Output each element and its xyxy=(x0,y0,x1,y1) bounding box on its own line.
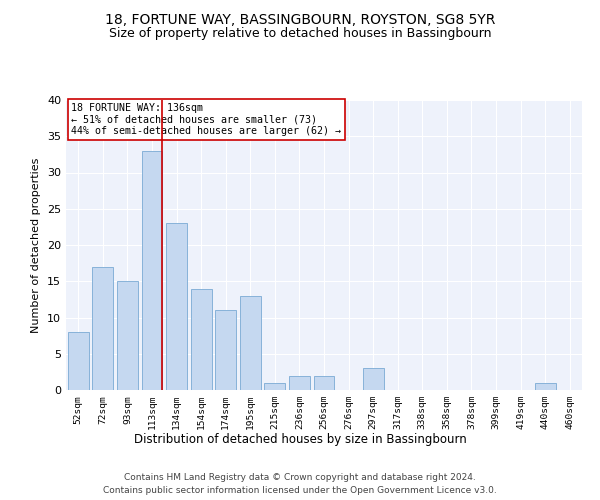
Bar xyxy=(314,376,334,390)
Bar xyxy=(166,223,187,390)
Bar xyxy=(535,383,556,390)
Text: Size of property relative to detached houses in Bassingbourn: Size of property relative to detached ho… xyxy=(109,28,491,40)
Text: Contains public sector information licensed under the Open Government Licence v3: Contains public sector information licen… xyxy=(103,486,497,495)
Bar xyxy=(362,368,383,390)
Bar xyxy=(215,310,236,390)
Bar xyxy=(265,383,286,390)
Bar xyxy=(142,151,163,390)
Bar xyxy=(92,267,113,390)
Text: 18, FORTUNE WAY, BASSINGBOURN, ROYSTON, SG8 5YR: 18, FORTUNE WAY, BASSINGBOURN, ROYSTON, … xyxy=(105,12,495,26)
Text: Distribution of detached houses by size in Bassingbourn: Distribution of detached houses by size … xyxy=(134,432,466,446)
Text: 18 FORTUNE WAY: 136sqm
← 51% of detached houses are smaller (73)
44% of semi-det: 18 FORTUNE WAY: 136sqm ← 51% of detached… xyxy=(71,103,341,136)
Bar xyxy=(289,376,310,390)
Text: Contains HM Land Registry data © Crown copyright and database right 2024.: Contains HM Land Registry data © Crown c… xyxy=(124,472,476,482)
Bar xyxy=(68,332,89,390)
Bar xyxy=(191,288,212,390)
Y-axis label: Number of detached properties: Number of detached properties xyxy=(31,158,41,332)
Bar xyxy=(240,296,261,390)
Bar xyxy=(117,281,138,390)
